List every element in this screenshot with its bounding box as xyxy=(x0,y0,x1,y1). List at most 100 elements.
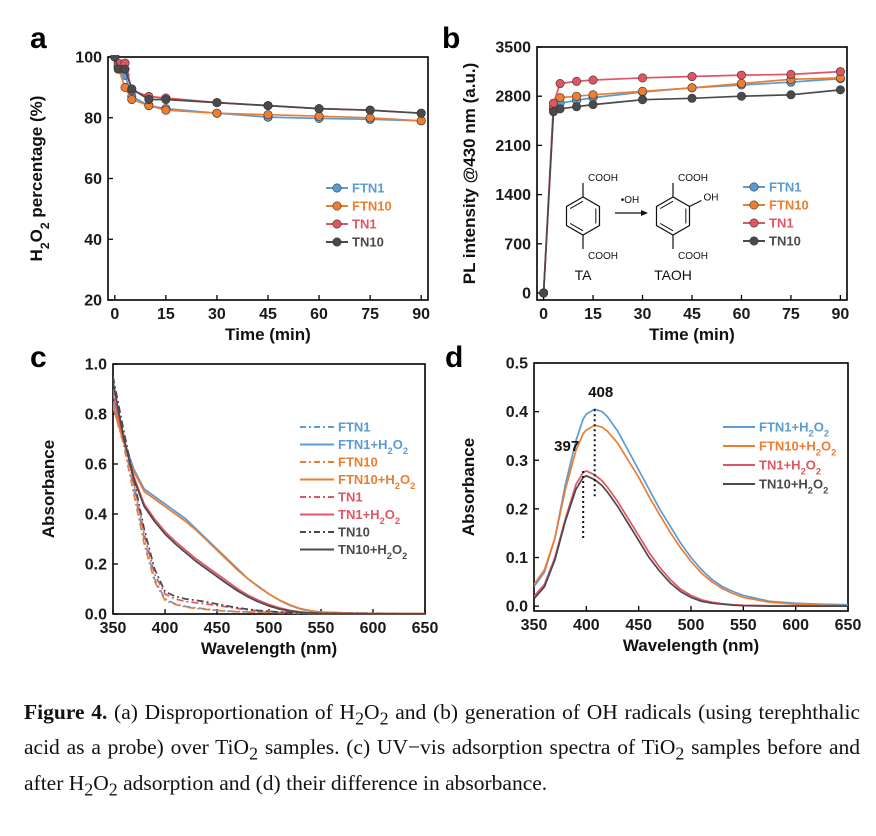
panel-letter-b: b xyxy=(442,22,460,55)
panel-c-y-tick-label: 0.8 xyxy=(85,407,107,424)
data-point-b-tn1 xyxy=(572,76,582,86)
series-line-c-tn10 xyxy=(113,376,425,615)
legend-label-ftn1-h2o2: FTN1+H2O2 xyxy=(338,437,408,456)
panel-b-legend: FTN1 FTN10 TN1 TN10 xyxy=(743,180,809,249)
taoh-benzene-ring xyxy=(655,196,691,236)
ta-benzene-ring-bond xyxy=(569,200,584,210)
panel-d-x-tick-label: 450 xyxy=(625,617,652,634)
taoh-oh-label: OH xyxy=(703,193,718,204)
panel-c-plot-frame xyxy=(112,363,426,615)
data-point-b-ftn10 xyxy=(638,86,648,96)
panel-d-difference-absorbance-chart: 350 400 450 500 550 600 650 0.0 0.1 0.2 0.3 0.4 0.5 W… xyxy=(459,356,861,656)
series-line-b-tn1 xyxy=(542,70,841,294)
panel-b-x-tick-label: 0 xyxy=(539,306,548,323)
legend-label-tn1: TN1 xyxy=(769,216,794,231)
legend-marker-tn10 xyxy=(332,237,342,247)
panel-a-y-tick-label: 100 xyxy=(75,50,102,67)
legend-label-ftn1: FTN1 xyxy=(769,180,802,195)
data-point-a-tn10 xyxy=(110,55,120,62)
ta-benzene-ring xyxy=(565,196,601,236)
panel-letter-d: d xyxy=(445,341,463,374)
panel-d-x-tick-label: 350 xyxy=(521,617,548,634)
panel-c-x-tick-label: 500 xyxy=(256,620,283,637)
panel-d-y-tick-label: 0.4 xyxy=(506,404,528,421)
caption-label: Figure 4. xyxy=(24,700,108,724)
panel-d-x-tick-label: 600 xyxy=(782,617,809,634)
legend-marker-ftn1 xyxy=(749,182,759,192)
panel-c-x-tick-label: 350 xyxy=(100,620,127,637)
ta-benzene-ring-bond xyxy=(569,222,584,232)
panel-d-x-tick-label: 500 xyxy=(678,617,705,634)
panel-b-y-tick-label: 700 xyxy=(504,236,531,253)
panel-b-x-axis-title: Time (min) xyxy=(649,325,735,344)
panel-c-x-tick-label: 450 xyxy=(204,620,231,637)
panel-c-legend: FTN1FTN1+H2O2FTN10FTN10+H2O2TN1TN1+H2O2T… xyxy=(300,420,415,561)
data-point-b-tn10 xyxy=(786,90,796,100)
panel-b-y-tick-label: 2100 xyxy=(495,138,531,155)
panel-c-series-group xyxy=(113,376,425,615)
peak-label-408: 408 xyxy=(588,384,613,401)
panel-d-x-tick-label: 550 xyxy=(730,617,757,634)
legend-label-ftn10: FTN10 xyxy=(769,198,809,213)
data-point-a-tn10 xyxy=(263,101,273,111)
data-point-b-tn10 xyxy=(687,93,697,103)
data-point-a-ftn10 xyxy=(314,111,324,121)
taoh-benzene-ring-bond xyxy=(659,222,674,232)
panel-letter-c: c xyxy=(30,341,47,374)
panel-a-y-tick-label: 20 xyxy=(84,293,102,310)
panel-a-x-axis-title: Time (min) xyxy=(225,325,311,344)
panel-a-x-tick-label: 0 xyxy=(110,306,119,323)
panel-a-y-axis-title: H2O2 percentage (%) xyxy=(27,96,52,262)
legend-label-ftn10-h2o2: FTN10+H2O2 xyxy=(759,439,836,458)
panel-a-y-tick-label: 80 xyxy=(84,110,102,127)
legend-label-ftn10: FTN10 xyxy=(338,455,378,470)
panel-d-y-tick-label: 0.0 xyxy=(506,599,528,616)
panel-a-series-group xyxy=(110,55,426,126)
panel-c-x-tick-label: 650 xyxy=(412,620,439,637)
panel-a-x-tick-label: 60 xyxy=(310,306,328,323)
legend-label-tn10: TN10 xyxy=(352,235,384,250)
legend-marker-tn1 xyxy=(749,218,759,228)
legend-label-ftn10-h2o2: FTN10+H2O2 xyxy=(338,472,415,491)
panel-c-x-tick-label: 550 xyxy=(308,620,335,637)
series-line-c-tn1-h2o2 xyxy=(113,393,425,615)
data-point-a-ftn10 xyxy=(212,108,222,118)
panel-d-x-tick-label: 400 xyxy=(573,617,600,634)
data-point-b-tn10 xyxy=(572,102,582,112)
legend-label-tn10: TN10 xyxy=(338,525,370,540)
series-line-c-ftn10-h2o2 xyxy=(113,406,425,615)
series-line-d-tn10-h2o2 xyxy=(534,474,848,607)
legend-label-ftn1: FTN1 xyxy=(352,181,385,196)
panel-c-y-tick-label: 0.6 xyxy=(85,457,107,474)
data-point-a-tn10 xyxy=(144,95,154,105)
legend-marker-ftn10 xyxy=(749,200,759,210)
ta-cooh-top-label: COOH xyxy=(588,173,618,184)
legend-marker-tn10 xyxy=(749,236,759,246)
panel-c-y-tick-label: 0.2 xyxy=(85,557,107,574)
data-point-b-tn1 xyxy=(638,73,648,83)
panel-c-x-axis-title: Wavelength (nm) xyxy=(201,639,337,658)
panel-b-x-tick-label: 90 xyxy=(832,306,850,323)
legend-marker-ftn1 xyxy=(332,183,342,193)
legend-label-tn1: TN1 xyxy=(352,217,377,232)
data-point-b-ftn10 xyxy=(588,90,598,100)
panel-a-x-tick-label: 75 xyxy=(361,306,379,323)
data-point-a-ftn10 xyxy=(416,116,426,126)
panel-b-y-tick-label: 2800 xyxy=(495,89,531,106)
data-point-a-tn10 xyxy=(127,84,137,94)
panel-b-y-tick-label: 1400 xyxy=(495,187,531,204)
legend-label-tn10-h2o2: TN10+H2O2 xyxy=(759,477,828,496)
panel-a-y-tick-label: 40 xyxy=(84,232,102,249)
data-point-b-tn1 xyxy=(555,79,565,89)
series-line-d-ftn1-h2o2 xyxy=(534,408,848,606)
data-point-a-tn10 xyxy=(161,95,171,105)
legend-label-ftn1-h2o2: FTN1+H2O2 xyxy=(759,420,829,439)
panel-c-y-tick-label: 0.4 xyxy=(85,507,107,524)
panel-b-pl-intensity-chart: 0 15 30 45 60 75 90 0 700 1400 2100 2800 3500 Time (m… xyxy=(460,40,849,345)
panel-d-y-tick-label: 0.5 xyxy=(506,356,528,373)
data-point-a-ftn10 xyxy=(127,95,137,105)
data-point-b-tn10 xyxy=(835,85,845,95)
panel-a-x-tick-label: 15 xyxy=(157,306,175,323)
figure-4: a b c d 0 15 30 45 60 75 90 20 40 60 80 100 Time (mi… xyxy=(27,22,861,658)
data-point-a-ftn10 xyxy=(161,105,171,115)
